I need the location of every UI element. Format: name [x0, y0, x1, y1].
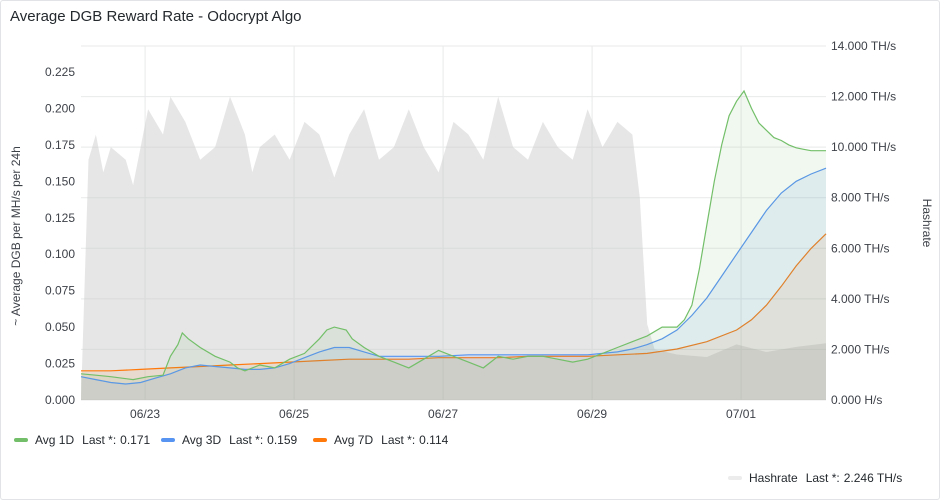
- y2-tick-label: 6.000 TH/s: [831, 241, 889, 255]
- series-area-avg-7d: [81, 233, 826, 400]
- series-line-avg-7d: [81, 233, 827, 372]
- legend-last-label-avg-1d: Last *:: [82, 433, 117, 447]
- y-tick-label: 0.075: [45, 284, 75, 298]
- x-tick-label: 06/25: [279, 407, 309, 421]
- y2-tick-label: 8.000 TH/s: [831, 191, 889, 205]
- legend-item-avg-1d[interactable]: Avg 1D Last *: 0.171: [14, 433, 150, 447]
- y-tick-label: 0.000: [45, 393, 75, 407]
- y-axis-title: ~ Average DGB per MH/s per 24h: [9, 146, 23, 326]
- y-tick-label: 0.175: [45, 138, 75, 152]
- y-tick-label: 0.125: [45, 211, 75, 225]
- legend-item-avg-3d[interactable]: Avg 3D Last *: 0.159: [161, 433, 297, 447]
- x-tick-label: 06/29: [577, 407, 607, 421]
- legend-last-label-avg-7d: Last *:: [381, 433, 416, 447]
- series-area-avg-3d: [81, 168, 826, 400]
- legend-last-value-avg-7d: 0.114: [419, 433, 449, 447]
- legend-last-value-avg-3d: 0.159: [267, 433, 298, 447]
- legend-last-value-hashrate: 2.246 TH/s: [843, 471, 903, 485]
- legend-label-avg-7d: Avg 7D: [334, 433, 374, 447]
- legend-item-avg-7d[interactable]: Avg 7D Last *: 0.114: [313, 433, 448, 447]
- x-tick-label: 06/23: [130, 407, 160, 421]
- y-tick-label: 0.025: [45, 357, 75, 371]
- legend-item-hashrate[interactable]: Hashrate Last *: 2.246 TH/s: [728, 471, 902, 485]
- y-tick-label: 0.150: [45, 174, 75, 188]
- y2-tick-label: 14.000 TH/s: [831, 39, 896, 53]
- legend-label-hashrate: Hashrate: [749, 471, 798, 485]
- legend-swatch-avg-1d: [14, 438, 28, 442]
- y2-tick-label: 10.000 TH/s: [831, 140, 896, 154]
- legend-label-avg-1d: Avg 1D: [35, 433, 75, 447]
- panel-title[interactable]: Average DGB Reward Rate - Odocrypt Algo: [10, 8, 302, 25]
- series-area-avg-1d: [81, 91, 826, 400]
- legend-swatch-avg-7d: [313, 438, 327, 442]
- legend-swatch-hashrate: [728, 476, 742, 480]
- series-line-avg-3d: [80, 167, 827, 385]
- y-tick-label: 0.050: [45, 320, 75, 334]
- y2-axis-title: Hashrate: [920, 199, 934, 248]
- x-tick-label: 07/01: [726, 407, 756, 421]
- y-tick-label: 0.200: [45, 101, 75, 115]
- y2-tick-label: 4.000 TH/s: [831, 292, 889, 306]
- legend-swatch-avg-3d: [161, 438, 175, 442]
- x-tick-label: 06/27: [428, 407, 458, 421]
- legend-last-label-avg-3d: Last *:: [229, 433, 264, 447]
- legend-last-label-hashrate: Last *:: [805, 471, 840, 485]
- legend-label-avg-3d: Avg 3D: [182, 433, 222, 447]
- series-area-hashrate: [81, 96, 826, 400]
- y-tick-label: 0.225: [45, 65, 75, 79]
- legend-last-value-avg-1d: 0.171: [120, 433, 151, 447]
- y2-tick-label: 12.000 TH/s: [831, 90, 896, 104]
- y2-tick-label: 0.000 H/s: [831, 393, 882, 407]
- y-tick-label: 0.100: [45, 247, 75, 261]
- series-line-avg-1d: [80, 89, 826, 381]
- y2-tick-label: 2.000 TH/s: [831, 342, 889, 356]
